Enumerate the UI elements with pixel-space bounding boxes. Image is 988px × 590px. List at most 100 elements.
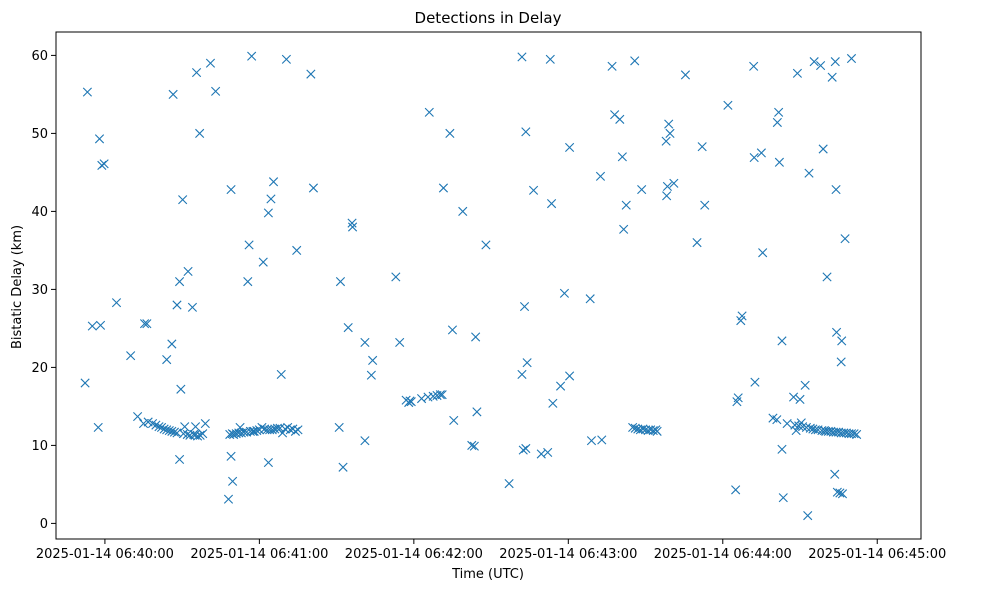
data-point-marker bbox=[481, 240, 491, 250]
data-point-marker bbox=[151, 420, 161, 430]
data-point-marker bbox=[559, 288, 570, 298]
data-point-marker bbox=[700, 200, 710, 210]
data-point-marker bbox=[519, 301, 530, 312]
data-point-marker bbox=[164, 425, 174, 436]
data-point-marker bbox=[183, 266, 193, 277]
data-point-marker bbox=[211, 86, 221, 96]
data-point-marker bbox=[731, 485, 741, 495]
data-point-marker bbox=[595, 171, 606, 181]
y-tick-label: 30 bbox=[31, 283, 48, 298]
data-point-marker bbox=[504, 479, 514, 489]
data-point-marker bbox=[263, 208, 273, 218]
data-point-marker bbox=[449, 415, 459, 426]
data-point-marker bbox=[406, 397, 416, 407]
data-point-marker bbox=[193, 431, 203, 441]
data-point-marker bbox=[661, 136, 671, 146]
data-point-marker bbox=[737, 311, 747, 321]
data-point-marker bbox=[99, 159, 109, 169]
data-point-marker bbox=[750, 377, 760, 387]
data-point-marker bbox=[263, 457, 273, 468]
data-point-marker bbox=[772, 117, 782, 128]
data-point-marker bbox=[162, 355, 172, 365]
data-point-marker bbox=[142, 319, 152, 329]
data-point-marker bbox=[803, 511, 813, 521]
y-tick-label: 20 bbox=[31, 361, 48, 376]
data-point-marker bbox=[247, 51, 257, 61]
data-point-marker bbox=[200, 418, 210, 429]
data-point-marker bbox=[174, 277, 185, 287]
data-point-marker bbox=[840, 234, 850, 244]
data-point-marker bbox=[293, 425, 303, 435]
data-point-marker bbox=[162, 425, 172, 435]
data-point-marker bbox=[139, 319, 150, 329]
data-point-marker bbox=[816, 60, 826, 71]
data-point-marker bbox=[518, 445, 528, 455]
y-axis-title: Bistatic Delay (km) bbox=[10, 225, 25, 349]
x-tick-label: 2025-01-14 06:40:00 bbox=[36, 547, 174, 562]
data-point-marker bbox=[308, 183, 319, 193]
data-point-marker bbox=[837, 489, 848, 499]
data-point-marker bbox=[182, 429, 192, 440]
data-point-marker bbox=[837, 336, 847, 346]
data-point-marker bbox=[195, 128, 205, 138]
data-point-marker bbox=[790, 420, 800, 430]
data-point-marker bbox=[93, 422, 103, 433]
data-point-marker bbox=[692, 238, 702, 248]
chart-title: Detections in Delay bbox=[415, 9, 562, 27]
data-point-marker bbox=[800, 380, 810, 390]
data-point-marker bbox=[836, 357, 846, 367]
data-point-marker bbox=[832, 487, 842, 497]
data-point-marker bbox=[545, 54, 555, 64]
data-point-marker bbox=[638, 424, 648, 434]
data-point-marker bbox=[548, 398, 558, 408]
data-point-marker bbox=[226, 451, 236, 461]
data-point-marker bbox=[82, 87, 92, 97]
data-point-marker bbox=[774, 157, 784, 167]
data-point-marker bbox=[437, 390, 447, 400]
data-point-marker bbox=[343, 323, 353, 333]
data-point-marker bbox=[662, 181, 673, 192]
data-point-marker bbox=[822, 272, 832, 282]
y-tick-label: 40 bbox=[31, 205, 48, 220]
data-point-marker bbox=[334, 422, 344, 433]
data-point-marker bbox=[628, 422, 638, 433]
data-point-marker bbox=[680, 70, 691, 80]
data-point-marker bbox=[176, 384, 186, 394]
data-point-marker bbox=[517, 369, 527, 380]
data-point-marker bbox=[195, 430, 205, 440]
data-point-marker bbox=[630, 56, 640, 66]
x-axis-title: Time (UTC) bbox=[451, 567, 524, 582]
data-point-marker bbox=[306, 69, 316, 79]
data-point-marker bbox=[458, 206, 468, 216]
data-point-marker bbox=[607, 61, 617, 71]
x-tick-label: 2025-01-14 06:43:00 bbox=[499, 547, 637, 562]
data-point-marker bbox=[782, 418, 792, 429]
data-point-marker bbox=[244, 240, 254, 250]
data-point-marker bbox=[777, 444, 787, 454]
data-point-marker bbox=[471, 332, 481, 342]
data-point-marker bbox=[749, 152, 759, 163]
data-point-marker bbox=[428, 391, 438, 401]
data-point-marker bbox=[831, 184, 841, 195]
data-point-marker bbox=[258, 257, 268, 267]
data-point-marker bbox=[366, 370, 376, 380]
data-point-marker bbox=[445, 128, 455, 138]
data-point-marker bbox=[791, 425, 801, 436]
data-point-marker bbox=[849, 429, 859, 439]
data-point-marker bbox=[804, 168, 814, 178]
data-point-marker bbox=[830, 469, 840, 479]
data-point-marker bbox=[395, 337, 405, 348]
data-point-marker bbox=[774, 107, 784, 117]
data-point-marker bbox=[852, 429, 862, 440]
data-point-marker bbox=[285, 425, 295, 435]
data-point-marker bbox=[827, 72, 837, 82]
data-point-marker bbox=[617, 152, 627, 162]
data-point-marker bbox=[521, 127, 531, 137]
data-point-marker bbox=[665, 128, 675, 138]
data-point-marker bbox=[174, 454, 185, 465]
data-point-marker bbox=[586, 436, 597, 446]
data-point-marker bbox=[772, 415, 782, 425]
data-point-marker bbox=[154, 422, 164, 432]
data-point-marker bbox=[243, 277, 253, 287]
y-tick-label: 0 bbox=[40, 517, 48, 532]
